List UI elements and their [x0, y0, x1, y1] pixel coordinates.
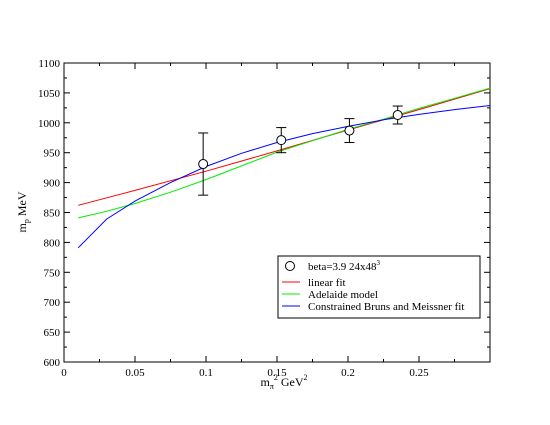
data-point: [344, 125, 355, 136]
x-tick-label: 0: [61, 367, 67, 379]
y-tick-label: 1050: [38, 88, 61, 100]
series-line-adelaide-model: [78, 87, 491, 219]
legend-label-linear-fit: linear fit: [308, 277, 346, 289]
x-tick-label: 0.2: [341, 367, 355, 379]
y-axis-ticks: 600 650 700 750 800 850 900 950 1000 1050 1100: [38, 58, 490, 369]
y-tick-label: 1000: [38, 118, 61, 130]
data-points: [198, 105, 403, 196]
data-point: [276, 135, 287, 146]
x-axis-ticks: 0 0.05 0.1 0.15 0.2 0.25: [61, 63, 455, 379]
y-axis-label: mp MeV: [15, 191, 31, 232]
legend-marker-points: [285, 261, 295, 271]
y-tick-label: 850: [44, 208, 61, 220]
y-tick-label: 600: [44, 357, 61, 369]
y-tick-label: 650: [44, 327, 61, 339]
y-tick-label: 900: [44, 178, 61, 190]
legend: beta=3.9 24x483 linear fit Adelaide mode…: [277, 255, 481, 319]
y-tick-label: 800: [44, 237, 61, 249]
x-tick-label: 0.15: [267, 367, 287, 379]
legend-label-points: beta=3.9 24x483: [308, 259, 381, 273]
data-point: [392, 110, 403, 121]
y-tick-label: 750: [44, 267, 61, 279]
legend-box: [277, 255, 481, 319]
y-tick-label: 1100: [38, 58, 60, 70]
x-tick-label: 0.25: [409, 367, 429, 379]
x-tick-label: 0.1: [199, 367, 213, 379]
legend-label-adelaide-model: Adelaide model: [308, 289, 378, 301]
legend-label-bruns-meissner-fit: Constrained Bruns and Meissner fit: [308, 301, 464, 313]
y-tick-label: 700: [44, 297, 61, 309]
x-tick-label: 0.05: [125, 367, 145, 379]
fit-lines: [77, 87, 491, 249]
y-tick-label: 950: [44, 148, 61, 160]
data-point: [198, 159, 209, 170]
x-axis-label: mπ2 GeV2: [260, 373, 307, 391]
series-line-constrained-bruns-and-meissner-fit: [77, 105, 491, 249]
series-line-linear-fit: [78, 88, 491, 206]
